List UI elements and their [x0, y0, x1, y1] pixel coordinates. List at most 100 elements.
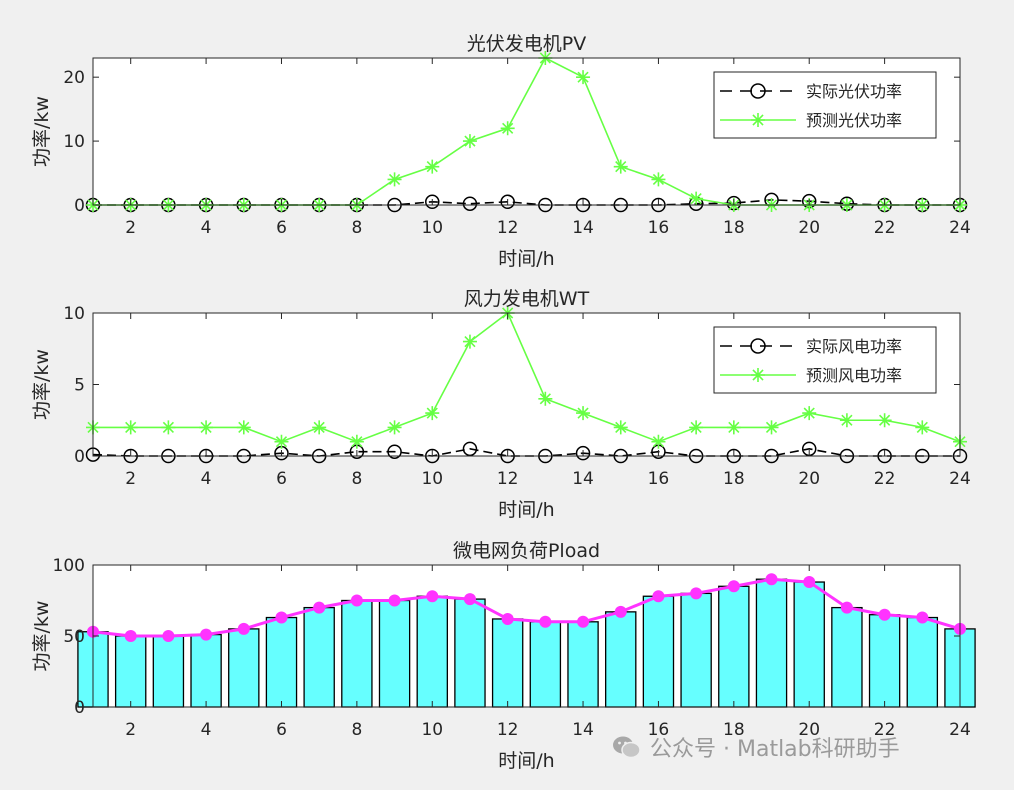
y-tick-label: 0	[74, 196, 85, 216]
x-tick-label: 8	[351, 469, 362, 489]
series-2-point-hour-17	[689, 191, 704, 206]
x-tick-label: 18	[723, 218, 745, 238]
bar-hour-3	[152, 635, 185, 708]
y-tick-label: 10	[63, 304, 85, 324]
bar-hour-13	[529, 621, 562, 708]
chart-panel-1: 2 4 6 8 10 12 14 16 18 20 22 2401020光伏发电机PV时间/h功率/k…	[31, 33, 971, 270]
series-2-point-hour-10	[425, 159, 440, 174]
series-2-point-hour-22	[877, 413, 892, 428]
load-point-hour-13	[539, 615, 552, 628]
x-tick-label: 6	[276, 469, 287, 489]
x-tick-label: 20	[798, 720, 820, 740]
series-2-point-hour-14	[576, 406, 591, 421]
x-tick-label: 14	[572, 720, 594, 740]
x-tick-label: 24	[949, 469, 971, 489]
x-axis-label: 时间/h	[498, 248, 554, 270]
series-2-point-hour-16	[651, 434, 666, 449]
x-axis-label: 时间/h	[498, 499, 554, 521]
legend-label-1: 实际风电功率	[806, 337, 902, 356]
series-2-point-hour-4	[199, 420, 214, 435]
series-2-point-hour-15	[613, 420, 628, 435]
x-tick-label: 4	[201, 720, 212, 740]
x-tick-label: 12	[497, 720, 519, 740]
series-1-point-hour-11	[462, 441, 478, 457]
series-2-point-hour-16	[651, 172, 666, 187]
y-tick-label: 10	[63, 132, 85, 152]
chart-title: 微电网负荷Pload	[453, 540, 600, 562]
x-tick-label: 10	[421, 469, 443, 489]
watermark: 公众号 · Matlab科研助手	[612, 730, 900, 764]
series-2-point-hour-7	[312, 420, 327, 435]
series-2-point-hour-19	[764, 420, 779, 435]
bar-hour-20	[793, 581, 825, 708]
series-1-point-hour-9	[387, 444, 402, 459]
x-tick-label: 6	[276, 720, 287, 740]
y-tick-label: 5	[74, 376, 85, 396]
series-2-point-hour-9	[387, 420, 402, 435]
legend-marker-1	[750, 338, 766, 354]
bar-hour-18	[718, 585, 750, 708]
series-2-point-hour-23	[915, 420, 930, 435]
x-tick-label: 22	[874, 469, 896, 489]
load-point-hour-9	[388, 594, 401, 607]
chart-panel-2: 2 4 6 8 10 12 14 16 18 20 22 240510风力发电机WT时间/h功率/kw…	[31, 288, 971, 521]
x-tick-label: 2	[125, 469, 136, 489]
load-point-hour-5	[237, 622, 250, 635]
series-2-point-hour-21	[839, 413, 854, 428]
wechat-icon	[613, 736, 641, 759]
bar-hour-10	[416, 595, 448, 708]
series-2-point-hour-13	[538, 391, 553, 406]
bar-hour-15	[605, 611, 637, 708]
y-tick-label: 50	[63, 627, 85, 647]
bar-hour-12	[491, 618, 524, 708]
load-curve-line	[92, 577, 961, 638]
bar-hour-11	[454, 598, 486, 708]
legend-marker-2	[751, 368, 765, 382]
series-2-point-hour-20	[802, 406, 817, 421]
bar-hour-9	[378, 599, 411, 708]
x-tick-label: 16	[648, 218, 670, 238]
watermark-text: 公众号 · Matlab科研助手	[650, 737, 900, 762]
x-tick-label: 10	[421, 720, 443, 740]
series-1-point-hour-12	[500, 194, 515, 210]
series-2-point-hour-12	[500, 121, 515, 136]
x-tick-label: 8	[351, 218, 362, 238]
bar-hour-21	[831, 606, 863, 708]
series-2-point-hour-15	[613, 159, 628, 174]
plot-area	[93, 565, 960, 707]
series-2-point-hour-3	[161, 420, 176, 435]
bar-hour-22	[868, 614, 901, 708]
x-axis-label: 时间/h	[498, 750, 554, 772]
bar-hour-16	[642, 595, 675, 708]
series-1-point-hour-10	[425, 194, 440, 210]
x-tick-label: 4	[201, 469, 212, 489]
series-2-point-hour-10	[425, 406, 440, 421]
load-point-hour-2	[124, 630, 137, 642]
load-point-hour-18	[727, 580, 740, 593]
series-2-point-hour-6	[274, 434, 289, 449]
load-point-hour-6	[275, 611, 288, 624]
series-2-point-hour-18	[726, 420, 741, 435]
series-2-point-hour-2	[123, 420, 138, 435]
series-2-point-hour-5	[236, 420, 251, 435]
load-point-hour-17	[690, 587, 703, 600]
chart-panel-3: 2 4 6 8 10 12 14 16 18 20 22 24050100微电网负荷Pload时间/h…	[31, 540, 976, 772]
x-tick-label: 10	[421, 218, 443, 238]
x-tick-label: 12	[497, 469, 519, 489]
bar-hour-19	[755, 578, 788, 708]
y-tick-label: 0	[74, 698, 85, 718]
x-tick-label: 20	[798, 218, 820, 238]
x-tick-label: 4	[201, 218, 212, 238]
bar-hour-7	[303, 606, 335, 708]
series-2-point-hour-11	[462, 134, 477, 149]
x-tick-label: 22	[874, 720, 896, 740]
legend-label-2: 预测风电功率	[806, 366, 902, 385]
legend-label-2: 预测光伏功率	[806, 111, 902, 130]
load-point-hour-10	[426, 590, 439, 603]
load-point-hour-19	[765, 573, 778, 586]
load-point-hour-22	[878, 608, 891, 621]
x-tick-label: 14	[572, 218, 594, 238]
series-2-point-hour-17	[689, 420, 704, 435]
